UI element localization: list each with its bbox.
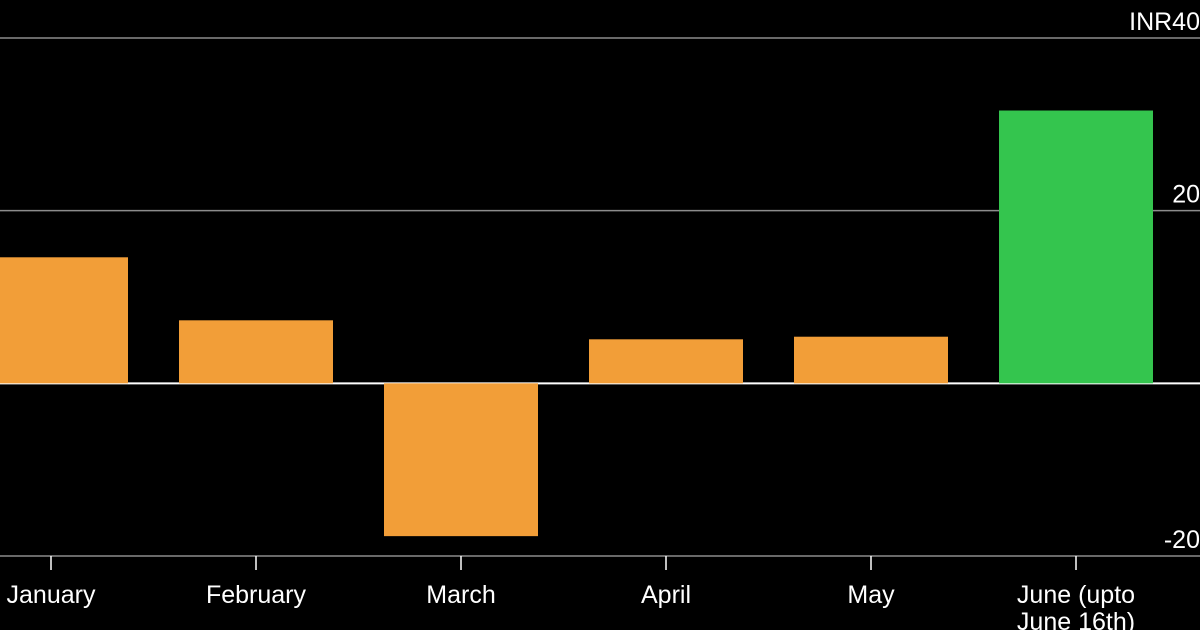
x-tick-label: May: [847, 581, 895, 609]
bar: [179, 320, 333, 384]
x-axis: [50, 556, 1077, 570]
x-tick-label: March: [426, 581, 495, 609]
x-tick-label: January: [7, 581, 96, 609]
labels: INR40 20 -20 January February March April May Ju…: [7, 8, 1200, 630]
bar: [384, 383, 538, 537]
bar: [999, 110, 1153, 384]
x-tick-label: June (upto June 16th): [1017, 581, 1135, 630]
x-tick-label: April: [641, 581, 691, 609]
y-tick-label: -20: [1164, 526, 1200, 554]
y-tick-label: 20: [1172, 181, 1200, 209]
y-tick-label: INR40: [1129, 8, 1200, 36]
bar: [589, 339, 743, 384]
bar: [0, 257, 128, 384]
bar: [794, 336, 948, 384]
x-tick-label: February: [206, 581, 307, 609]
bars: [0, 110, 1153, 537]
